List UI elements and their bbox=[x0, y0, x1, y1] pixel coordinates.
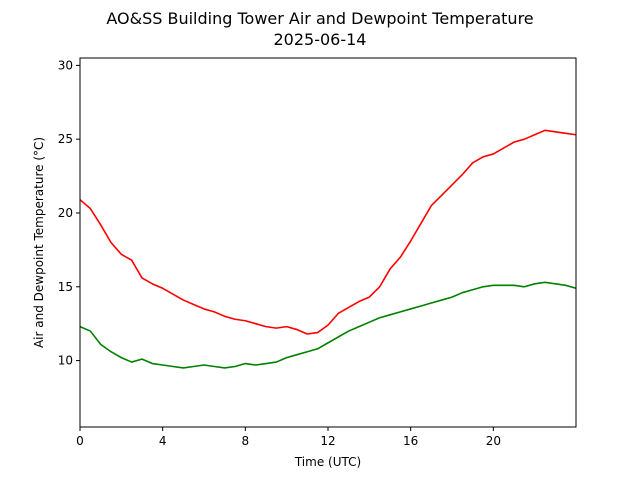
air-temperature-line bbox=[79, 129, 577, 335]
x-tick-label: 12 bbox=[320, 434, 335, 448]
x-axis-label: Time (UTC) bbox=[294, 455, 361, 469]
series-layer bbox=[79, 129, 577, 369]
chart-title: AO&SS Building Tower Air and Dewpoint Te… bbox=[106, 9, 533, 28]
dewpoint-temperature-line bbox=[79, 281, 577, 369]
y-tick-label: 30 bbox=[58, 58, 73, 72]
y-tick-label: 25 bbox=[58, 132, 73, 146]
y-tick-label: 20 bbox=[58, 206, 73, 220]
x-tick-label: 8 bbox=[242, 434, 250, 448]
x-tick-label: 4 bbox=[159, 434, 167, 448]
plot-area-frame bbox=[79, 57, 577, 428]
chart-subtitle: 2025-06-14 bbox=[274, 30, 367, 49]
axis-layer: 0 4 8 12 16 20 10 15 20 25 30 bbox=[58, 58, 501, 448]
x-tick-label: 20 bbox=[486, 434, 501, 448]
y-axis-label: Air and Dewpoint Temperature (°C) bbox=[32, 137, 46, 348]
x-tick-label: 0 bbox=[76, 434, 84, 448]
y-tick-label: 15 bbox=[58, 280, 73, 294]
y-tick-label: 10 bbox=[58, 354, 73, 368]
x-tick-label: 16 bbox=[403, 434, 418, 448]
